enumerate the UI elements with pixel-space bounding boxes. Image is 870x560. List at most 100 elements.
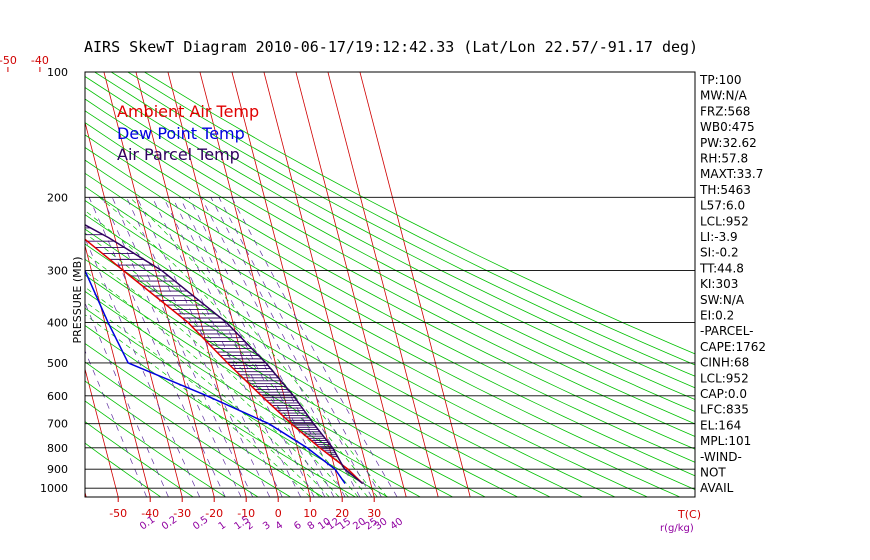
dry-adiabat bbox=[85, 258, 486, 497]
stability-index: MPL:101 bbox=[700, 434, 751, 448]
mixing-ratio-label: 3 bbox=[261, 520, 273, 533]
stability-index: SW:N/A bbox=[700, 293, 745, 307]
moist-adiabat bbox=[85, 210, 369, 497]
stability-index: NOT bbox=[700, 466, 726, 480]
mixing-ratio-label: 6 bbox=[292, 520, 304, 533]
moist-adiabat bbox=[85, 252, 349, 497]
stability-index: AVAIL bbox=[700, 481, 734, 495]
series-line-0 bbox=[85, 238, 364, 485]
stability-index: LFC:835 bbox=[700, 403, 749, 417]
stability-index: LI:-3.9 bbox=[700, 230, 738, 244]
stability-index: EI:0.2 bbox=[700, 309, 734, 323]
dry-adiabat bbox=[85, 274, 453, 497]
isotherm bbox=[263, 72, 375, 497]
isotherm bbox=[103, 72, 215, 497]
dry-adiabat bbox=[85, 134, 695, 463]
moist-adiabat bbox=[129, 197, 388, 497]
mixing-ratio-line bbox=[163, 197, 315, 497]
dry-adiabat bbox=[85, 147, 695, 477]
moist-adiabat bbox=[85, 286, 330, 497]
mixing-ratio-label: 40 bbox=[389, 516, 406, 532]
stability-index: TP:100 bbox=[699, 73, 742, 87]
mixing-ratio-unit: r(g/kg) bbox=[660, 523, 694, 534]
bottom-temp-label: 10 bbox=[303, 507, 317, 520]
sounding-profiles bbox=[85, 224, 364, 485]
bottom-temp-label: 30 bbox=[367, 507, 381, 520]
isotherm bbox=[85, 120, 183, 497]
mixing-ratio-line bbox=[231, 197, 398, 497]
bottom-temp-label: 20 bbox=[335, 507, 349, 520]
dry-adiabat bbox=[85, 325, 356, 497]
stability-index: FRZ:568 bbox=[700, 104, 750, 118]
mixing-ratio-line bbox=[172, 197, 326, 497]
isotherm bbox=[327, 72, 439, 497]
stability-index: KI:303 bbox=[700, 277, 738, 291]
stability-index: CAPE:1762 bbox=[700, 340, 766, 354]
isotherm bbox=[359, 72, 471, 497]
dry-adiabat bbox=[85, 110, 695, 437]
dry-adiabat bbox=[85, 442, 161, 497]
dry-adiabat bbox=[85, 200, 616, 497]
stability-index: LCL:952 bbox=[700, 214, 749, 228]
moist-adiabat bbox=[85, 314, 311, 497]
stability-index: RH:57.8 bbox=[700, 152, 748, 166]
mixing-ratio-line bbox=[218, 197, 382, 497]
stability-index: MAXT:33.7 bbox=[700, 167, 763, 181]
stability-index: LCL:952 bbox=[700, 371, 749, 385]
pressure-tick-label: 900 bbox=[47, 463, 68, 476]
pressure-tick-label: 1000 bbox=[40, 482, 68, 495]
mixing-ratio-line bbox=[126, 197, 271, 497]
mixing-ratio-line bbox=[151, 197, 302, 497]
chart-title: AIRS SkewT Diagram 2010-06-17/19:12:42.3… bbox=[84, 38, 698, 56]
isotherm bbox=[85, 244, 151, 497]
dry-adiabat bbox=[127, 72, 695, 366]
bottom-temp-label: -20 bbox=[205, 507, 223, 520]
bottom-temp-label: -30 bbox=[173, 507, 191, 520]
plot-frame bbox=[84, 71, 696, 498]
isotherm bbox=[85, 367, 119, 497]
y-axis-label: PRESSURE (MB) bbox=[71, 257, 84, 344]
dry-adiabat bbox=[85, 342, 324, 497]
top-temp-label: -40 bbox=[31, 54, 49, 67]
dry-adiabat bbox=[110, 72, 695, 377]
dry-adiabat bbox=[85, 186, 648, 497]
series-line-2 bbox=[85, 224, 364, 485]
pressure-tick-label: 800 bbox=[47, 442, 68, 455]
dry-adiabat bbox=[85, 421, 194, 497]
dry-adiabat bbox=[85, 122, 695, 450]
dry-adiabat bbox=[85, 159, 695, 490]
x-axis-label: T(C) bbox=[677, 508, 701, 521]
stability-index: PW:32.62 bbox=[700, 136, 757, 150]
stability-index: -PARCEL- bbox=[700, 324, 754, 338]
mixing-ratio-line bbox=[85, 237, 201, 497]
mixing-ratio-line bbox=[88, 197, 226, 497]
dry-adiabat bbox=[85, 307, 388, 497]
pressure-tick-label: 300 bbox=[47, 265, 68, 278]
mixing-ratio-line bbox=[210, 197, 373, 497]
dry-adiabat bbox=[144, 72, 695, 355]
legend-parcel: Air Parcel Temp bbox=[117, 145, 240, 164]
stability-index: EL:164 bbox=[700, 418, 741, 432]
dry-adiabat bbox=[85, 172, 681, 497]
stability-index: TH:5463 bbox=[699, 183, 751, 197]
mixing-ratio-line bbox=[200, 197, 361, 497]
mixing-ratio-label: 1 bbox=[217, 520, 229, 533]
dry-adiabat bbox=[85, 290, 421, 497]
mixing-ratio-line bbox=[102, 197, 242, 497]
top-temp-label: -50 bbox=[0, 54, 17, 67]
isotherm bbox=[295, 72, 407, 497]
isotherm bbox=[167, 72, 279, 497]
dry-adiabat bbox=[85, 214, 583, 497]
pressure-tick-label: 700 bbox=[47, 418, 68, 431]
series-line-1 bbox=[85, 269, 346, 485]
legend: Ambient Air Temp Dew Point Temp Air Parc… bbox=[117, 102, 259, 164]
dry-adiabat bbox=[85, 98, 695, 425]
stability-index: WB0:475 bbox=[700, 120, 755, 134]
bottom-temp-label: -40 bbox=[141, 507, 159, 520]
dry-adiabat bbox=[85, 243, 518, 497]
moist-adiabat bbox=[99, 197, 378, 497]
dry-adiabat bbox=[85, 361, 291, 497]
stability-index: CINH:68 bbox=[700, 356, 749, 370]
